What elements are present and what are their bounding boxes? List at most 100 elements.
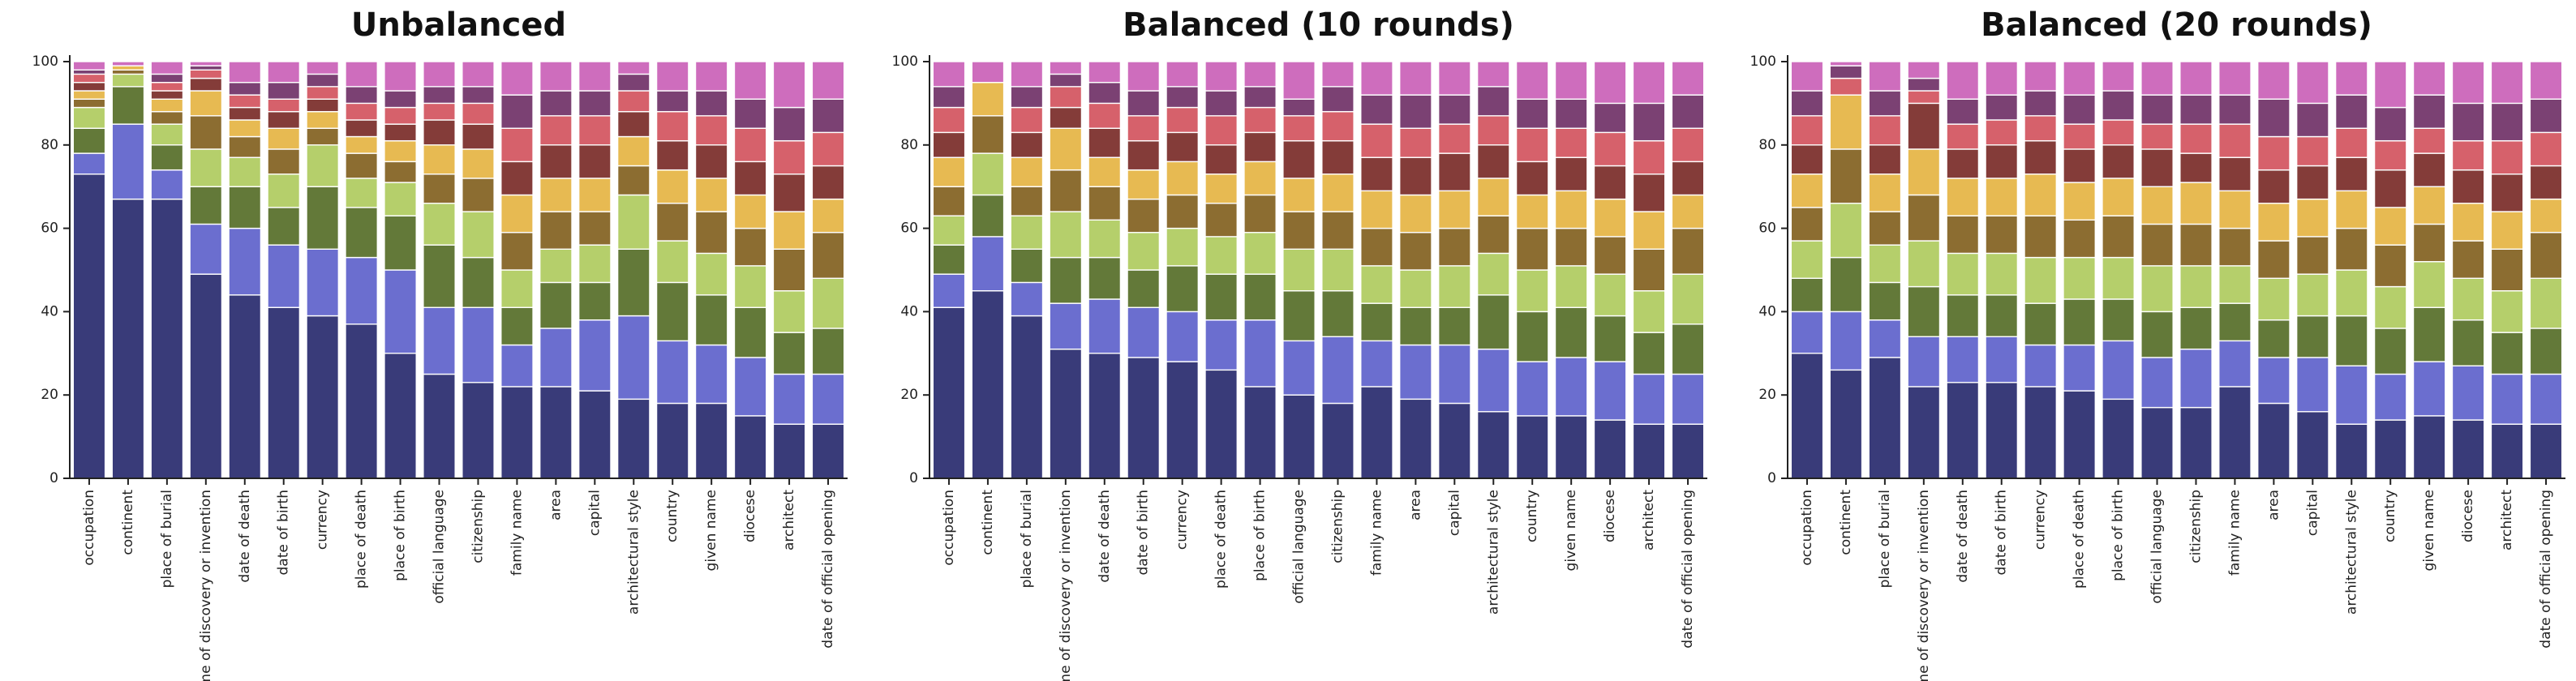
bar-segment [811,277,845,329]
bar-segment [1946,123,1980,150]
bar-segment [577,211,612,246]
bar-stack [2257,61,2290,479]
bar-segment [1554,98,1588,129]
bar-segment [2179,223,2213,267]
bar-segment [2179,61,2213,96]
bar-segment [539,61,573,92]
bar-segment [1243,319,1277,388]
bar-segment [616,135,650,167]
bar-segment [577,144,612,179]
bar-segment [1399,194,1432,233]
bar-segment [1437,265,1471,308]
bar-segment [1010,131,1044,158]
bar-segment [384,215,417,271]
bar-segment [772,106,806,142]
bar-segment [1088,186,1122,221]
bar-segment [2334,365,2368,425]
bar-stack [2490,61,2524,479]
y-tick-label: 40 [1758,303,1776,319]
bar-segment [932,215,966,246]
bar-segment [1088,353,1122,479]
bar-segment [1010,106,1044,134]
bar-stack [2140,61,2174,479]
chart-title: Balanced (10 rounds) [1123,6,1514,44]
bar-segment [772,373,806,425]
bar-segment [150,73,184,84]
bar-segment [932,273,966,308]
bar-segment [1321,61,1355,88]
bar-segment [1088,256,1122,300]
bar-segment [1671,161,1705,196]
bar-segment [1790,277,1824,313]
bar-segment [2295,198,2329,238]
bar-segment [2102,256,2135,300]
x-tick-label: place of burial [1019,490,1035,588]
bar-segment [306,127,340,146]
bar-segment [1204,319,1238,371]
bar-segment [1907,61,1941,79]
bar-segment [1829,61,1863,66]
bar-segment [1282,290,1316,342]
bar-segment [2295,61,2329,105]
bar-segment [1166,361,1200,479]
bar-segment [423,373,456,479]
bar-segment [1632,290,1666,333]
bar-segment [1437,344,1471,405]
bar-segment [1166,161,1200,196]
x-tick-label: capital [2304,490,2321,536]
bar-segment [1321,336,1355,405]
bar-segment [1088,127,1122,158]
bar-segment [189,223,223,275]
bar-segment [2451,319,2485,366]
bar-segment [462,256,495,308]
bar-segment [1476,348,1510,413]
bar-segment [2218,386,2252,479]
x-tick-label: time of discovery or invention [1058,490,1074,681]
bar-stack [1476,61,1510,479]
bar-segment [2179,265,2213,308]
x-tick-label: date of official opening [2538,490,2554,649]
bar-segment [694,402,728,479]
bar-segment [1437,152,1471,192]
bar-segment [150,81,184,92]
x-tick-label: place of death [2072,490,2088,589]
x-tick-label: place of death [354,490,370,589]
bar-segment [1829,94,1863,150]
bar-segment [2102,144,2135,179]
bar-segment [2218,156,2252,192]
bar-segment [423,86,456,105]
bar-segment [577,61,612,92]
bar-segment [655,340,689,405]
bar-stack [150,61,184,479]
bar-segment [384,269,417,354]
bar-stack [1515,61,1549,479]
bar-segment [228,81,262,96]
bar-segment [1593,419,1627,479]
bar-segment [2140,265,2174,313]
bar-segment [423,244,456,308]
bar-segment [2024,302,2058,346]
bar-segment [150,169,184,200]
bar-segment [1166,131,1200,163]
bar-segment [1360,340,1393,388]
bar-segment [1593,165,1627,200]
bar-segment [1010,86,1044,109]
bar-segment [306,86,340,100]
bar-segment [2373,139,2407,171]
bar-segment [932,131,966,158]
bar-stack [1204,61,1238,479]
bar-segment [1166,311,1200,362]
bar-segment [1985,94,2019,121]
y-tick-label: 60 [900,221,918,237]
bar-stack [655,61,689,479]
bar-segment [1166,106,1200,134]
bar-segment [1282,115,1316,142]
bar-segment [1671,94,1705,129]
x-tick-label: architectural style [625,490,642,615]
bar-segment [384,90,417,109]
bar-stack [2024,61,2058,479]
bar-segment [1868,173,1902,212]
bar-segment [772,139,806,175]
bar-segment [2140,148,2174,187]
bar-segment [1166,61,1200,88]
